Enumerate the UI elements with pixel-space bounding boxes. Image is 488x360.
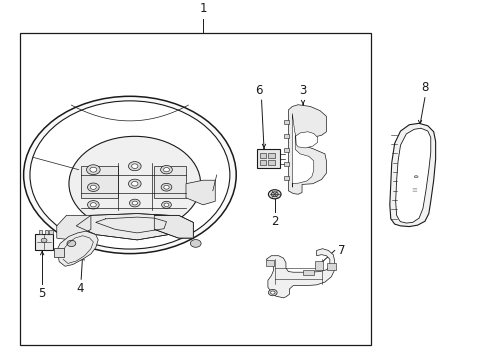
Ellipse shape [163,185,169,189]
Bar [35,234,53,251]
Ellipse shape [132,201,137,205]
Ellipse shape [128,162,141,171]
Bar [266,260,274,266]
Polygon shape [57,231,98,266]
Text: 8: 8 [420,81,427,94]
Ellipse shape [413,176,417,178]
Bar [20,33,370,345]
Ellipse shape [161,183,171,191]
Bar [81,166,118,198]
Polygon shape [292,113,317,187]
Ellipse shape [90,203,96,207]
Ellipse shape [271,192,278,197]
Ellipse shape [87,201,99,209]
Ellipse shape [86,165,100,175]
Ellipse shape [30,101,229,249]
Ellipse shape [87,183,99,192]
Ellipse shape [131,181,138,186]
Polygon shape [395,128,430,223]
Bar [327,263,335,270]
Ellipse shape [90,185,96,189]
Text: 7: 7 [337,244,345,257]
Ellipse shape [90,167,97,172]
Bar [315,261,322,270]
Text: 1: 1 [199,2,206,15]
Ellipse shape [69,136,200,231]
Bar [284,148,289,152]
Ellipse shape [160,166,172,174]
Ellipse shape [163,167,169,172]
Text: 3: 3 [299,84,306,96]
Ellipse shape [268,190,281,199]
Bar [154,166,185,198]
Bar [256,149,280,168]
Polygon shape [389,123,435,226]
Polygon shape [288,105,326,194]
Bar [284,134,289,138]
Polygon shape [76,213,183,240]
Polygon shape [266,249,334,298]
Text: 6: 6 [255,84,263,96]
Ellipse shape [190,239,201,247]
Bar [284,162,289,166]
Polygon shape [185,180,215,205]
Ellipse shape [128,179,141,188]
Ellipse shape [67,240,76,247]
Bar [259,160,266,165]
Bar [284,120,289,124]
Text: 2: 2 [270,215,278,228]
Bar [303,270,313,275]
Polygon shape [154,215,193,238]
Ellipse shape [131,164,138,168]
Polygon shape [57,215,91,240]
Ellipse shape [163,203,168,207]
Bar [268,153,275,158]
Bar [284,176,289,180]
Ellipse shape [161,201,171,208]
Bar [268,160,275,165]
Ellipse shape [23,96,236,253]
Text: 5: 5 [39,287,46,300]
Bar [259,153,266,158]
Text: 4: 4 [76,282,84,295]
Ellipse shape [129,199,140,207]
Text: ≡: ≡ [410,188,416,194]
Ellipse shape [268,289,277,296]
Ellipse shape [41,238,47,242]
Bar [54,248,64,257]
Bar [39,230,42,234]
Bar [44,230,48,234]
Bar [49,230,53,234]
Ellipse shape [270,291,274,294]
